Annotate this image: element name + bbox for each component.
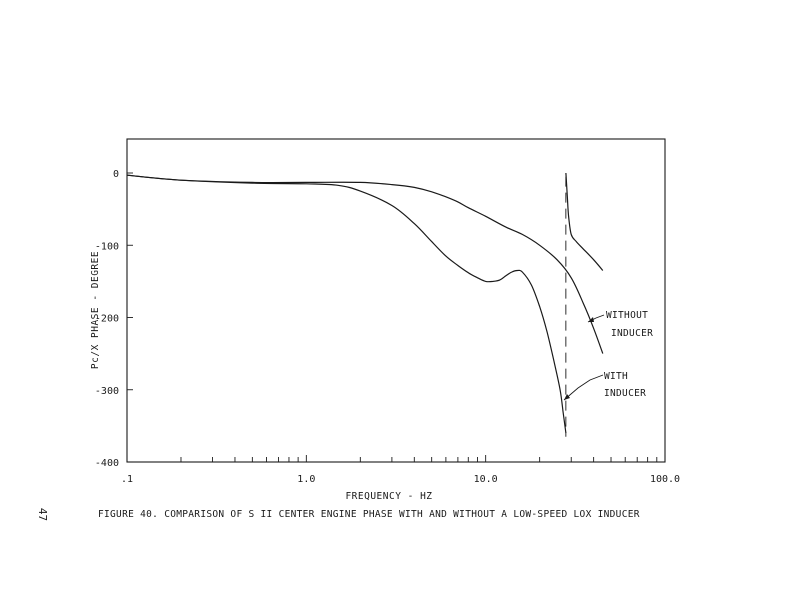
- y-tick-label: 0: [113, 169, 119, 180]
- y-tick-label: -100: [95, 241, 119, 252]
- annotation-without-arrowhead: [588, 317, 594, 322]
- annotation-without-line2: INDUCER: [611, 328, 653, 339]
- annotation-with-leader: [563, 374, 604, 401]
- x-tick-label: 10.0: [474, 474, 498, 485]
- x-tick-label: 1.0: [297, 474, 315, 485]
- x-tick-label: .1: [121, 474, 133, 485]
- series-line-without-inducer: [126, 174, 604, 354]
- x-ticks: [126, 455, 666, 462]
- annotation-with-line1: WITH: [604, 371, 628, 382]
- y-tick-label: -200: [95, 314, 119, 325]
- x-tick-labels: .1 1.0 10.0 100.0: [121, 474, 680, 485]
- y-tick-label: -300: [95, 386, 119, 397]
- y-tick-label: -400: [95, 458, 119, 469]
- figure-caption: FIGURE 40. COMPARISON OF S II CENTER ENG…: [98, 509, 640, 520]
- annotation-with-arrowhead: [564, 394, 570, 400]
- y-axis-title: Pc/X PHASE - DEGREE: [90, 251, 101, 369]
- series-line-with-inducer: [126, 174, 567, 434]
- page-number: 47: [36, 507, 50, 522]
- annotation-without-line1: WITHOUT: [606, 310, 648, 321]
- plot-frame: [126, 138, 666, 463]
- x-axis-title: FREQUENCY - HZ: [345, 491, 432, 502]
- x-tick-label: 100.0: [650, 474, 680, 485]
- series-line-high-frequency-branch: [565, 172, 604, 271]
- y-tick-labels: 0 -100 -200 -300 -400: [95, 169, 119, 469]
- y-ticks: [127, 172, 133, 463]
- annotation-with-line2: INDUCER: [604, 388, 646, 399]
- series-layer: [126, 172, 604, 434]
